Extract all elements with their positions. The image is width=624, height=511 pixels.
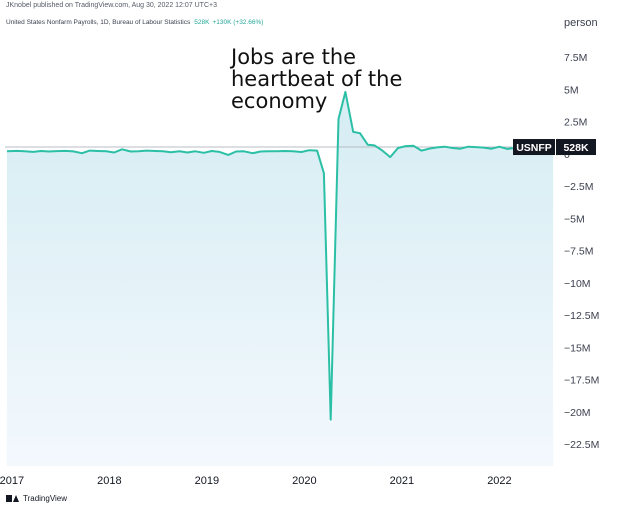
y-tick-label: −5M [564,213,585,225]
tradingview-footer[interactable]: TradingView [6,494,67,503]
chart-annotation: Jobs are the heartbeat of the economy [231,46,421,112]
symbol-label: USNFP [516,142,552,154]
y-tick-label: −22.5M [564,439,599,451]
y-tick-label: −20M [564,407,591,419]
x-tick-label: 2019 [195,475,219,487]
symbol-label-box [513,139,555,156]
last-value-label-box [556,139,596,156]
x-tick-label: 2017 [0,475,24,487]
series-legend: United States Nonfarm Payrolls, 1D, Bure… [6,19,263,26]
annotation-line-3: economy [231,89,328,113]
y-tick-label: −7.5M [564,246,593,258]
y-tick-label: −12.5M [564,310,599,322]
legend-change: +130K (+32.66%) [212,19,264,26]
annotation-line-1: Jobs are the [231,45,357,69]
legend-title: United States Nonfarm Payrolls, 1D, Bure… [6,19,191,26]
last-value-label: 528K [563,142,589,154]
y-tick-label: 2.5M [564,117,587,129]
y-tick-label: 7.5M [564,52,587,64]
tradingview-logo-icon [6,494,20,503]
published-info: JKnobel published on TradingView.com, Au… [6,2,217,9]
tradingview-brand: TradingView [23,494,68,503]
x-tick-label: 2018 [97,475,121,487]
y-tick-label: −2.5M [564,181,593,193]
annotation-line-2: heartbeat of the [231,67,403,91]
x-tick-label: 2022 [487,475,511,487]
legend-value: 528K [194,19,210,26]
x-tick-label: 2020 [292,475,316,487]
series-area-fill [6,91,554,467]
series-line[interactable] [6,90,554,421]
price-axis-unit: person [564,17,598,29]
y-tick-label: −15M [564,342,591,354]
y-tick-label: −17.5M [564,375,599,387]
x-tick-label: 2021 [390,475,414,487]
y-tick-label: −10M [564,278,591,290]
y-tick-label: 5M [564,84,579,96]
